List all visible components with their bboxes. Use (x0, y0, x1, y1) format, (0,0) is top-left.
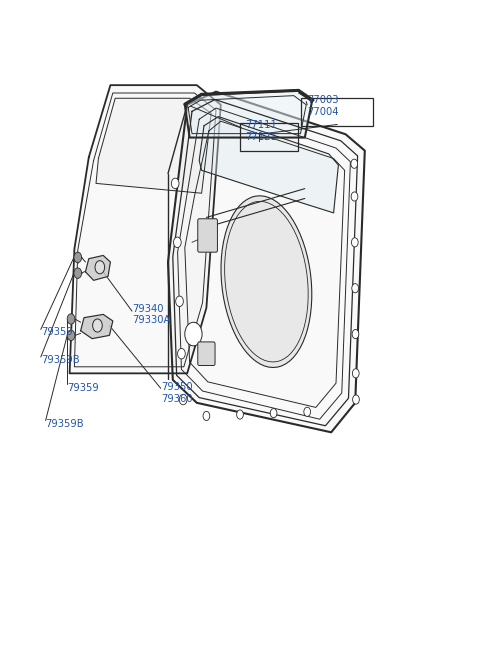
Circle shape (352, 369, 359, 378)
Circle shape (237, 410, 243, 419)
FancyBboxPatch shape (198, 219, 217, 252)
Polygon shape (168, 92, 365, 432)
Circle shape (74, 268, 82, 278)
Circle shape (173, 237, 181, 248)
Circle shape (67, 314, 75, 324)
Circle shape (352, 329, 359, 339)
Circle shape (270, 409, 277, 418)
Text: 79359B: 79359B (41, 355, 79, 365)
Circle shape (351, 192, 358, 201)
Circle shape (176, 296, 183, 307)
Polygon shape (199, 117, 338, 213)
Circle shape (353, 395, 360, 404)
Text: 77003
77004: 77003 77004 (307, 96, 339, 117)
Polygon shape (85, 255, 110, 280)
Circle shape (203, 411, 210, 421)
Circle shape (352, 284, 359, 293)
FancyBboxPatch shape (198, 342, 215, 365)
Polygon shape (81, 314, 113, 339)
Circle shape (93, 319, 102, 332)
Circle shape (74, 252, 82, 263)
Circle shape (351, 238, 358, 247)
Text: 79359B: 79359B (46, 419, 84, 430)
Circle shape (185, 322, 202, 346)
Circle shape (171, 178, 179, 189)
Text: 79350
79360: 79350 79360 (161, 383, 192, 403)
Text: 77111
77121: 77111 77121 (245, 121, 276, 141)
Circle shape (304, 407, 311, 417)
Polygon shape (70, 85, 221, 373)
Circle shape (180, 394, 187, 405)
Ellipse shape (221, 196, 312, 367)
Circle shape (67, 330, 75, 341)
Circle shape (178, 348, 185, 359)
Text: 79340
79330A: 79340 79330A (132, 304, 170, 325)
Polygon shape (96, 98, 211, 193)
Text: 79359: 79359 (41, 327, 72, 337)
Circle shape (95, 261, 105, 274)
Polygon shape (185, 90, 312, 138)
Text: 79359: 79359 (67, 383, 99, 393)
Circle shape (351, 159, 358, 168)
